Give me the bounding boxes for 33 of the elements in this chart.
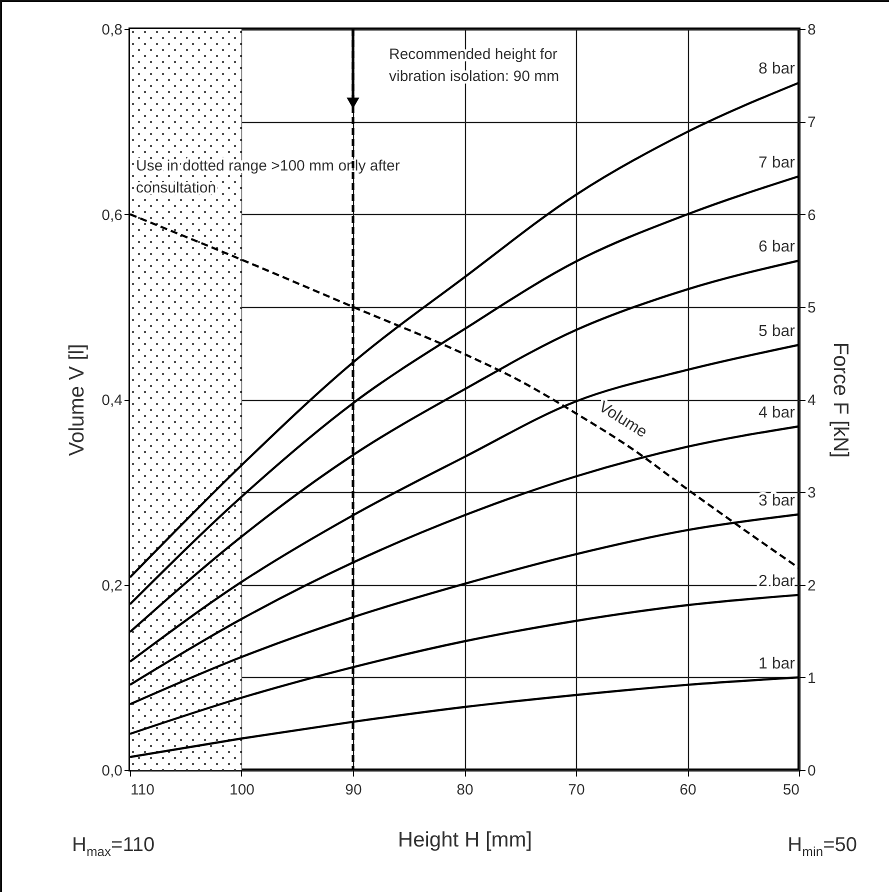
series-label: 3 bar [758,492,796,510]
x-tick-label: 50 [782,782,800,798]
text: H$_{min}$=50 [788,834,857,859]
series-label: 1 bar [758,655,796,672]
y-tick-label: 0,6 [102,206,122,224]
y2-tick-label: 8 [808,22,816,38]
x-tick-label: 70 [568,782,585,798]
y2-tick-label: 1 [808,670,816,687]
y2-tick-label: 5 [808,299,816,316]
y2-axis-title: Force F [kN] [828,342,852,458]
y2-tick-label: 2 [808,577,816,594]
series-label: 8 bar [758,60,796,78]
y2-tick-label: 3 [808,484,816,502]
x-tick-label: 80 [456,782,474,798]
y2-tick-label: 6 [808,206,816,224]
y-tick-label: 0,0 [102,762,122,780]
y2-tick-label: 0 [808,762,816,780]
series-label: 6 bar [758,238,796,256]
series-label: 7 bar [758,154,796,172]
y-axis-title: Volume V [l] [66,344,89,456]
series-label: 4 bar [758,404,796,422]
y-tick-label: 0,4 [102,392,122,409]
x-tick-label: 110 [130,782,154,798]
x-axis-title: Height H [mm] [398,828,532,852]
series-label: 5 bar [758,322,796,340]
y2-tick-label: 7 [808,114,816,132]
text: H$_{max}$=110 [72,834,155,859]
y-tick-label: 0,8 [102,22,122,38]
x-tick-label: 90 [345,782,362,798]
y-tick-label: 0,2 [102,577,122,594]
x-tick-label: 60 [680,782,696,798]
y2-tick-label: 4 [808,392,816,409]
x-tick-label: 100 [229,782,255,798]
